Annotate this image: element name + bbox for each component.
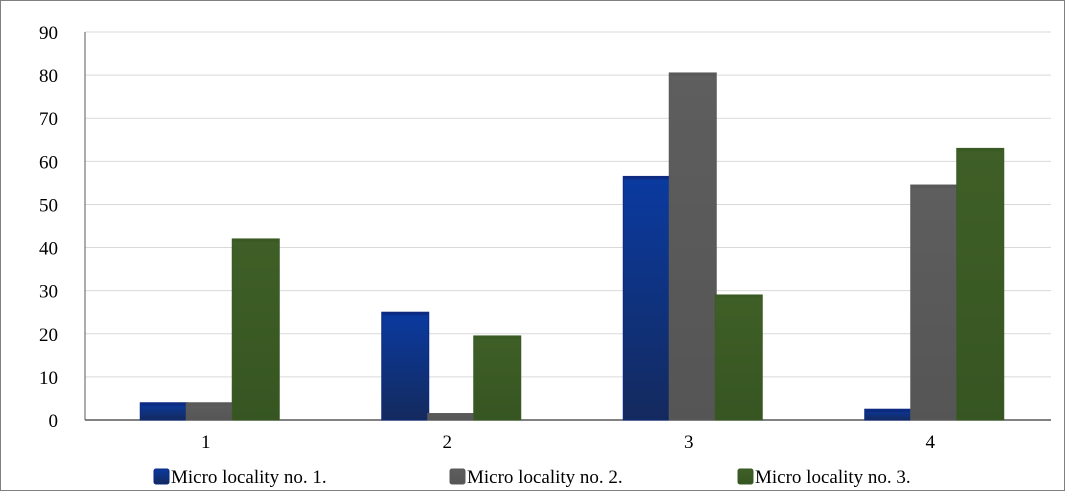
bar [714,294,763,421]
y-tick-label: 30 [39,282,58,303]
legend-label: Micro locality no. 1. [171,467,327,488]
bar [956,147,1005,421]
gridlines [85,31,1051,378]
legend: Micro locality no. 1. Micro locality no. … [153,467,911,488]
axes [84,32,1051,421]
bar-cap [474,335,520,339]
bars [139,72,1005,421]
tick-labels: 0 10 20 30 40 50 60 70 80 90 1 2 3 4 [39,23,936,453]
bar [231,238,280,421]
x-tick-label: 1 [201,432,211,453]
bar [622,175,671,421]
x-tick-label: 2 [443,432,453,453]
x-tick-label: 3 [684,432,694,453]
legend-swatch [737,468,754,485]
bar-cap [957,148,1003,152]
legend-label: Micro locality no. 2. [467,467,623,488]
bar-cap [233,238,279,242]
legend-swatch [153,468,170,485]
bar-cap [141,402,187,406]
y-tick-label: 20 [39,325,58,346]
bar-cap [865,409,911,413]
bar-cap [716,294,762,298]
y-tick-label: 10 [39,368,58,389]
bar-cap [911,185,957,189]
bar-cap [187,402,233,406]
y-tick-label: 0 [49,411,59,432]
y-tick-label: 80 [39,66,58,87]
bar-cap [382,312,428,316]
y-tick-label: 60 [39,152,58,173]
bar [473,335,522,421]
legend-label: Micro locality no. 3. [755,467,911,488]
x-tick-label: 4 [926,432,936,453]
bar [910,184,959,421]
bar [668,72,717,421]
y-tick-label: 90 [39,23,58,44]
bar-cap [624,176,670,180]
bar-cap [428,413,474,417]
legend-swatch [449,468,466,485]
bar-cap [670,72,716,76]
y-tick-label: 40 [39,239,58,260]
bar [381,311,430,421]
y-tick-label: 50 [39,195,58,216]
y-tick-label: 70 [39,109,58,130]
